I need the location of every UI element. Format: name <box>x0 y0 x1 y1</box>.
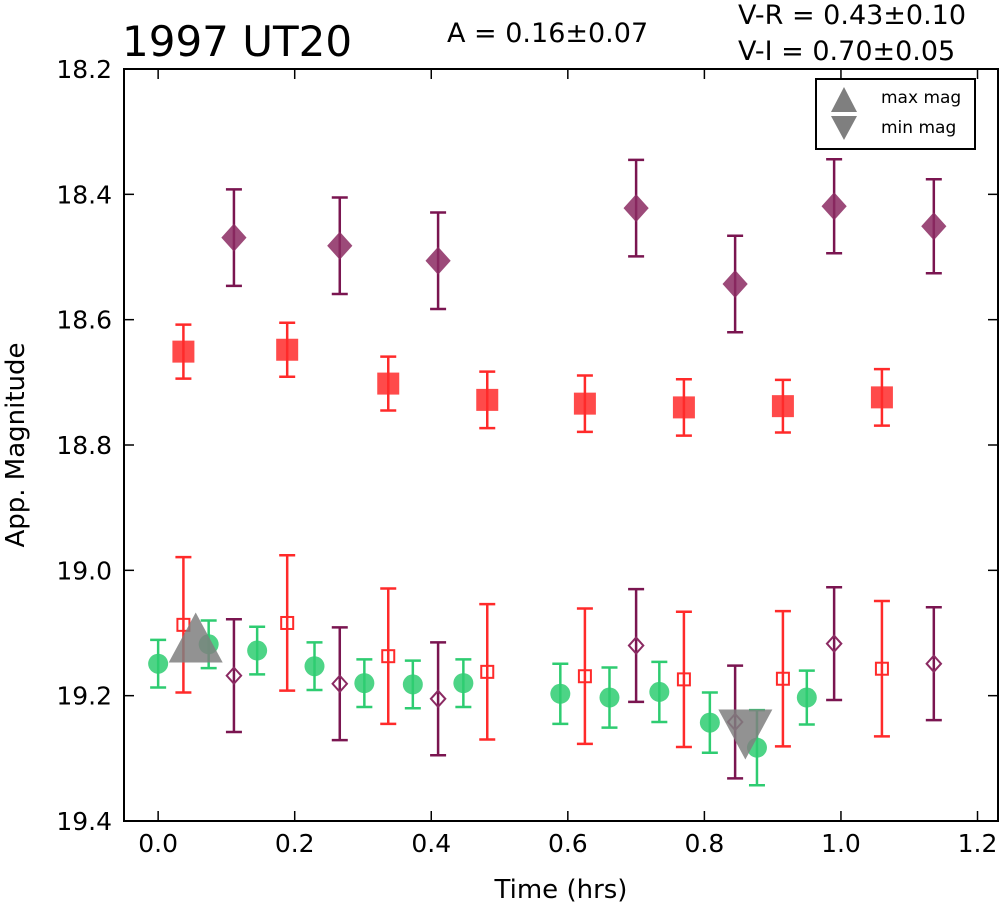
x-tick-label: 0.6 <box>548 829 588 858</box>
x-tick-label: 1.2 <box>958 829 998 858</box>
data-point-diamond <box>425 246 451 275</box>
data-marks <box>148 157 947 787</box>
data-point-circle <box>402 674 423 695</box>
data-point-square <box>676 672 691 687</box>
data-point-circle <box>599 687 620 708</box>
data-point-square <box>577 669 592 684</box>
data-point-diamond <box>722 269 748 298</box>
data-point-circle <box>247 640 268 661</box>
v-r-color-annotation: V-R = 0.43±0.10 <box>738 0 966 31</box>
data-point-diamond <box>821 192 847 221</box>
axis-tick-labels: 0.0 0.2 0.4 0.6 0.8 1.0 1.2 18.2 18.4 18.6 18.8 19.… <box>56 55 997 858</box>
data-point-square <box>476 388 499 411</box>
y-tick-label: 18.2 <box>56 55 112 84</box>
data-point-circle <box>796 687 817 708</box>
y-tick-label: 19.0 <box>56 556 112 585</box>
amplitude-annotation: A = 0.16±0.07 <box>447 18 648 49</box>
data-point-square <box>874 661 889 676</box>
data-point-square <box>172 340 195 363</box>
x-tick-label: 0.2 <box>275 829 315 858</box>
x-tick-label: 0.0 <box>138 829 178 858</box>
data-point-square <box>775 671 790 686</box>
data-point-square <box>276 338 299 361</box>
data-point-diamond <box>225 666 243 686</box>
data-point-diamond <box>627 636 645 656</box>
legend: max mag min mag <box>815 78 976 150</box>
min-mag-marker <box>718 709 773 760</box>
data-point-square <box>280 615 295 630</box>
x-tick-label: 0.8 <box>685 829 725 858</box>
plot-frame <box>123 68 999 822</box>
data-point-diamond <box>623 194 649 223</box>
data-point-circle <box>354 673 375 694</box>
legend-max-mag-marker <box>831 87 857 112</box>
legend-min-mag-marker <box>831 116 857 140</box>
data-point-circle <box>649 681 670 702</box>
data-point-circle <box>699 712 720 733</box>
max-mag-marker <box>168 612 223 663</box>
y-tick-label: 18.8 <box>56 431 112 460</box>
data-point-circle <box>304 656 325 677</box>
y-tick-label: 19.2 <box>56 682 112 711</box>
y-tick-label: 18.4 <box>56 180 112 209</box>
data-point-square <box>480 664 495 679</box>
data-point-square <box>771 395 794 418</box>
data-point-diamond <box>327 231 353 260</box>
data-point-square <box>377 372 400 395</box>
chart-title: 1997 UT20 <box>122 17 352 66</box>
data-point-square <box>573 392 596 415</box>
x-tick-label: 0.4 <box>411 829 451 858</box>
legend-max-mag-label: max mag <box>881 88 961 108</box>
y-tick-label: 18.6 <box>56 306 112 335</box>
y-tick-label: 19.4 <box>56 807 112 836</box>
data-point-square <box>381 649 396 664</box>
x-axis-label: Time (hrs) <box>494 875 628 904</box>
data-point-diamond <box>825 634 843 654</box>
legend-min-mag-label: min mag <box>881 118 956 138</box>
y-axis-label: App. Magnitude <box>1 342 31 547</box>
data-point-circle <box>453 673 474 694</box>
data-point-diamond <box>221 223 247 252</box>
data-point-circle <box>148 653 169 674</box>
data-point-diamond <box>331 674 349 694</box>
data-point-diamond <box>921 212 947 241</box>
data-point-square <box>870 386 893 409</box>
x-tick-label: 1.0 <box>821 829 861 858</box>
data-point-diamond <box>429 689 447 709</box>
data-point-diamond <box>925 654 943 674</box>
data-point-circle <box>550 683 571 704</box>
data-point-square <box>672 396 695 419</box>
v-i-color-annotation: V-I = 0.70±0.05 <box>738 36 955 67</box>
